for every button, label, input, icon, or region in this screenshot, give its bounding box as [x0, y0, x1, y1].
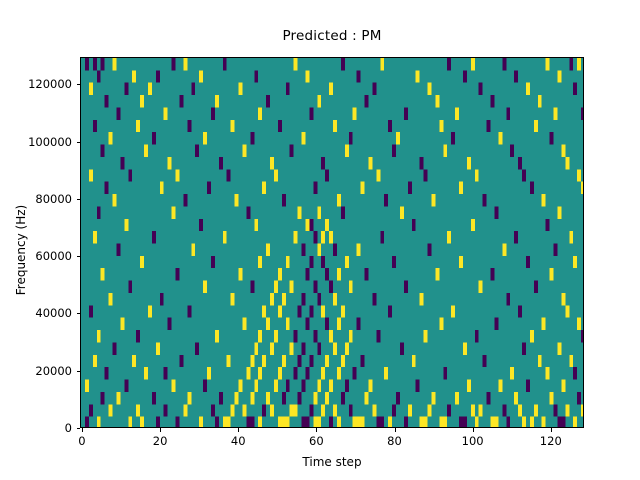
x-tick-label: 100	[461, 434, 484, 448]
y-tick-label: 0	[64, 421, 72, 435]
heatmap-image	[81, 58, 583, 427]
y-tick-label: 20000	[35, 363, 72, 378]
y-tick-label: 120000	[28, 77, 72, 92]
x-tick-mark	[394, 428, 396, 432]
y-tick-mark	[76, 84, 80, 86]
y-tick-label: 100000	[28, 134, 72, 149]
y-tick-label: 80000	[35, 191, 72, 206]
y-tick-mark	[76, 428, 80, 429]
y-tick-mark	[76, 313, 80, 315]
y-tick-mark	[76, 198, 80, 200]
y-tick-mark	[76, 370, 80, 372]
y-tick-label: 40000	[35, 306, 72, 321]
x-tick-mark	[81, 428, 83, 432]
x-tick-mark	[238, 428, 240, 432]
x-tick-mark	[160, 428, 162, 432]
x-tick-mark	[550, 428, 552, 432]
y-tick-label: 60000	[35, 249, 72, 264]
x-tick-mark	[472, 428, 474, 432]
x-tick-mark	[316, 428, 318, 432]
chart-title: Predicted : PM	[282, 28, 382, 44]
x-tick-label: 0	[78, 434, 86, 448]
x-tick-label: 40	[230, 434, 246, 448]
x-tick-label: 80	[387, 434, 402, 448]
x-tick-label: 60	[309, 434, 324, 448]
y-axis-label: Frequency (Hz)	[14, 204, 28, 295]
y-tick-mark	[76, 256, 80, 258]
y-tick-mark	[76, 141, 80, 143]
x-tick-label: 120	[539, 434, 562, 448]
heatmap-plot-area	[80, 57, 584, 428]
x-axis-label: Time step	[302, 455, 362, 469]
x-tick-label: 20	[152, 434, 168, 448]
